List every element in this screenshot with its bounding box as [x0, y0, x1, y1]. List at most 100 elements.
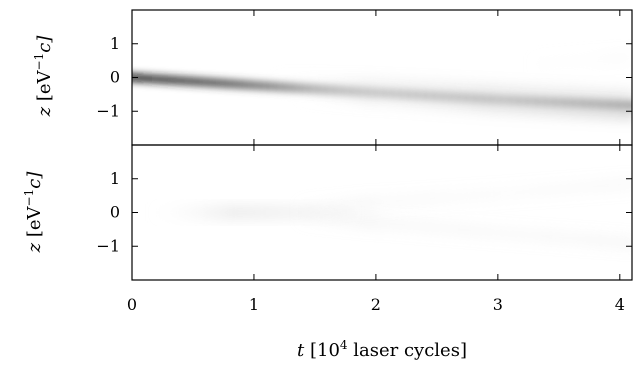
heat-cell — [573, 234, 582, 244]
heat-cell — [473, 86, 482, 96]
heat-cell — [525, 187, 534, 197]
heat-cell — [519, 187, 527, 197]
heat-cell — [202, 208, 208, 217]
heat-cell — [626, 101, 632, 109]
x-tick-label: 4 — [615, 295, 625, 314]
heat-cell — [573, 105, 582, 115]
heat-cell — [407, 91, 419, 99]
heat-cell — [231, 208, 237, 217]
heat-cell — [436, 97, 444, 107]
heat-cell — [259, 82, 270, 90]
heat-cell — [319, 79, 327, 89]
heat-cell — [512, 87, 520, 97]
heat-cell — [368, 81, 377, 91]
heat-cell — [467, 85, 475, 95]
heat-cell — [436, 223, 444, 233]
heat-cell — [587, 182, 595, 192]
heat-cell — [572, 99, 583, 107]
heat-cell — [630, 52, 632, 62]
heat-cell — [262, 208, 268, 217]
heat-cell — [411, 95, 419, 105]
heat-cell — [436, 193, 444, 203]
heat-cell — [594, 106, 602, 116]
bottom-heatmap — [153, 179, 632, 248]
heat-cell — [566, 90, 575, 100]
heat-cell — [246, 208, 252, 217]
heat-cell — [179, 208, 186, 217]
heat-cell — [448, 192, 457, 202]
heat-cell — [587, 235, 595, 245]
heat-cell — [498, 189, 507, 199]
heat-cell — [479, 100, 488, 110]
heat-cell — [194, 208, 200, 217]
heat-cell — [135, 74, 146, 82]
heat-cell — [237, 208, 243, 217]
heat-cell — [607, 107, 616, 117]
heat-cell — [268, 208, 274, 217]
heat-cell — [580, 91, 589, 101]
heat-cell — [336, 208, 342, 217]
heat-cell — [299, 78, 308, 88]
heat-cell — [392, 94, 401, 104]
heat-cell — [348, 208, 355, 217]
heat-cell — [374, 81, 382, 91]
heat-cell — [271, 208, 277, 217]
heat-cell — [417, 194, 426, 204]
heat-cell — [607, 180, 616, 190]
heat-cell — [432, 92, 444, 100]
heat-cell — [492, 189, 500, 199]
heat-cell — [467, 191, 475, 201]
heat-cell — [429, 84, 438, 94]
heat-cell — [566, 233, 575, 243]
heat-cell — [374, 197, 382, 207]
heat-cell — [485, 86, 494, 96]
heat-cell — [448, 224, 457, 234]
heat-cell — [505, 188, 513, 198]
heat-cell — [234, 208, 240, 217]
heat-cell — [213, 208, 219, 217]
heat-cell — [532, 186, 541, 196]
heat-cell — [553, 184, 561, 194]
heat-cell — [358, 88, 369, 96]
heat-cell — [386, 196, 395, 206]
heat-cell — [461, 191, 469, 201]
heat-cell — [512, 102, 520, 112]
heat-cell — [553, 104, 561, 114]
heat-cell — [442, 193, 450, 203]
heat-cell — [473, 190, 481, 200]
heat-cell — [252, 208, 259, 217]
heat-cell — [209, 208, 215, 217]
heat-cell — [176, 208, 182, 217]
heat-cell — [617, 101, 629, 109]
heat-cell — [328, 79, 337, 89]
heat-cell — [491, 87, 500, 97]
heat-cell — [498, 87, 507, 97]
heat-cell — [539, 231, 548, 241]
heat-cell — [546, 185, 554, 195]
heat-cell — [392, 82, 401, 92]
heat-cell — [201, 78, 212, 86]
heat-cell — [350, 87, 361, 95]
heat-cell — [512, 188, 520, 198]
heat-cell — [607, 92, 616, 102]
heat-cell — [411, 195, 419, 205]
heat-cell — [168, 76, 179, 84]
y-tick-label: 0 — [110, 68, 120, 87]
heat-cell — [339, 208, 345, 217]
heat-cell — [535, 97, 547, 105]
heat-cell — [164, 208, 171, 217]
heat-cell — [417, 221, 426, 231]
heat-cell — [628, 179, 632, 189]
heat-cell — [519, 230, 527, 240]
heat-cell — [417, 83, 426, 93]
heat-cell — [442, 98, 450, 108]
heat-cell — [430, 193, 438, 203]
heat-cell — [220, 208, 226, 217]
heat-cell — [330, 208, 336, 217]
heat-cell — [485, 190, 494, 200]
heat-cell — [333, 86, 344, 94]
heat-cell — [416, 91, 427, 99]
heat-feature-main-band — [132, 74, 632, 109]
heat-cell — [386, 82, 395, 92]
heat-cell — [473, 100, 481, 110]
